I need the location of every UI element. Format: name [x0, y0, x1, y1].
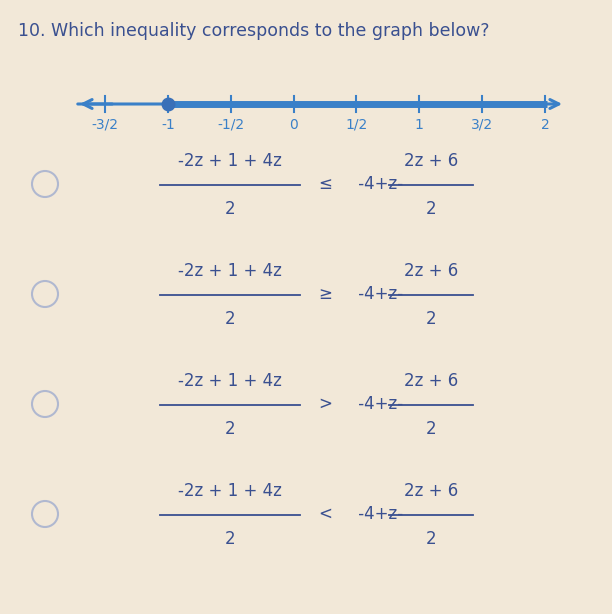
- Text: -1/2: -1/2: [217, 118, 244, 132]
- Text: 2: 2: [426, 420, 436, 438]
- Text: 2: 2: [225, 530, 235, 548]
- Text: -2z + 1 + 4z: -2z + 1 + 4z: [178, 372, 282, 390]
- Text: -4+z-: -4+z-: [353, 505, 403, 523]
- Text: ≤: ≤: [318, 175, 332, 193]
- Text: 1/2: 1/2: [345, 118, 368, 132]
- Text: 10. Which inequality corresponds to the graph below?: 10. Which inequality corresponds to the …: [18, 22, 490, 40]
- Text: -4+z-: -4+z-: [353, 285, 403, 303]
- Text: -2z + 1 + 4z: -2z + 1 + 4z: [178, 482, 282, 500]
- Text: -4+z-: -4+z-: [353, 395, 403, 413]
- Text: 2: 2: [426, 200, 436, 218]
- Text: 2: 2: [540, 118, 550, 132]
- Text: 2z + 6: 2z + 6: [404, 152, 458, 170]
- Text: 2: 2: [225, 420, 235, 438]
- Text: -3/2: -3/2: [92, 118, 119, 132]
- Text: 2z + 6: 2z + 6: [404, 262, 458, 280]
- Text: 2: 2: [426, 530, 436, 548]
- Text: -4+z-: -4+z-: [353, 175, 403, 193]
- Text: >: >: [318, 395, 332, 413]
- Text: 2: 2: [426, 310, 436, 328]
- Text: 2z + 6: 2z + 6: [404, 482, 458, 500]
- Text: 3/2: 3/2: [471, 118, 493, 132]
- Text: 0: 0: [289, 118, 298, 132]
- Text: -1: -1: [161, 118, 175, 132]
- Text: <: <: [318, 505, 332, 523]
- Text: 2: 2: [225, 200, 235, 218]
- Text: -2z + 1 + 4z: -2z + 1 + 4z: [178, 262, 282, 280]
- Text: 2z + 6: 2z + 6: [404, 372, 458, 390]
- Text: -2z + 1 + 4z: -2z + 1 + 4z: [178, 152, 282, 170]
- Text: 1: 1: [415, 118, 424, 132]
- Text: 2: 2: [225, 310, 235, 328]
- Text: ≥: ≥: [318, 285, 332, 303]
